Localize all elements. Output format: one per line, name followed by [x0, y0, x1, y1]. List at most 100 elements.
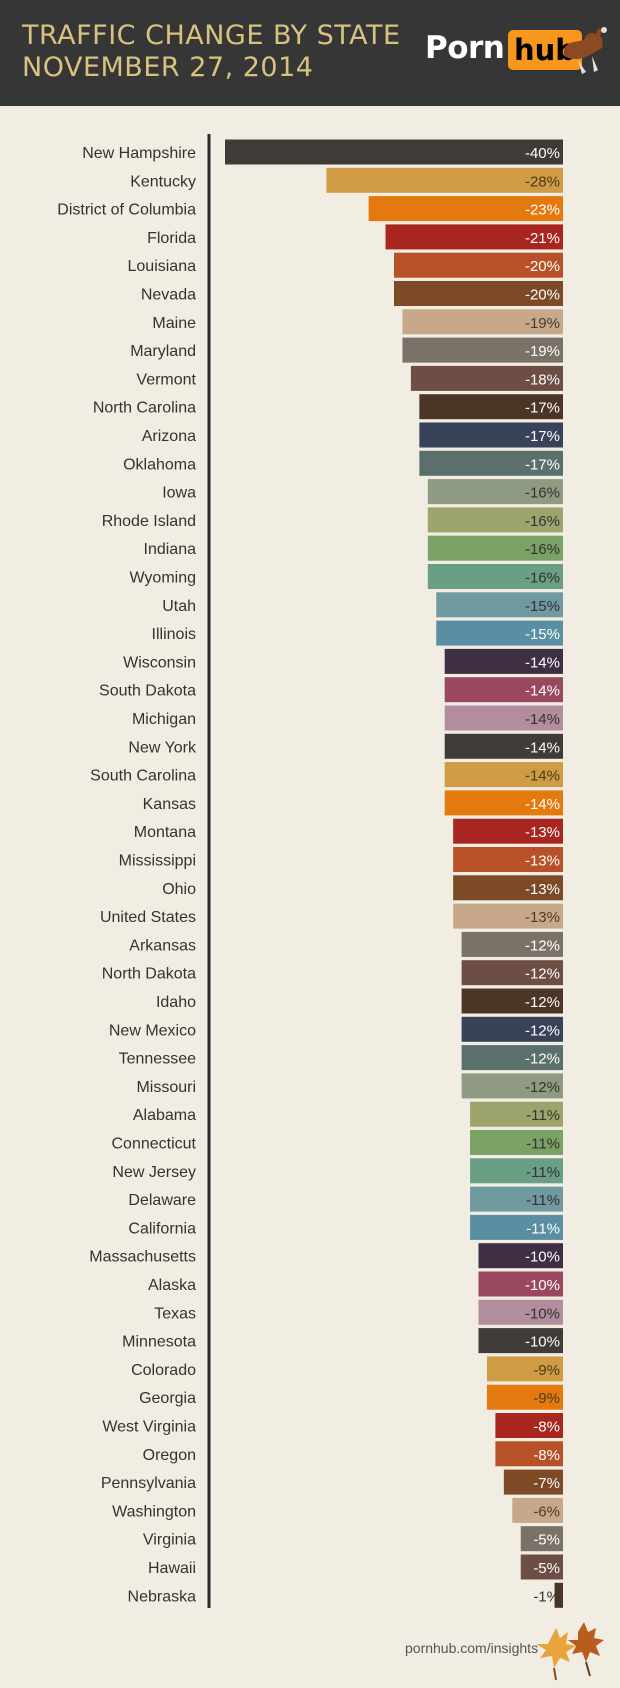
category-label: Iowa	[162, 485, 196, 502]
category-label: Kentucky	[130, 173, 196, 190]
category-label: North Dakota	[102, 966, 196, 983]
value-label: -12%	[525, 1051, 560, 1068]
category-label: Maryland	[130, 343, 196, 360]
category-label: Massachusetts	[89, 1249, 196, 1266]
value-label: -12%	[525, 937, 560, 954]
category-label: Illinois	[152, 626, 196, 643]
bar	[486, 1356, 563, 1382]
bar	[503, 1469, 563, 1495]
bar	[436, 592, 563, 618]
category-label: District of Columbia	[57, 202, 196, 219]
category-label: Alaska	[148, 1277, 196, 1294]
value-label: -21%	[525, 230, 560, 247]
value-label: -11%	[526, 1164, 560, 1181]
bar	[394, 281, 563, 306]
category-label: Delaware	[128, 1192, 196, 1209]
category-label: Wisconsin	[123, 654, 196, 671]
value-label: -11%	[526, 1107, 560, 1124]
value-label: -12%	[525, 966, 560, 983]
value-label: -16%	[525, 485, 560, 502]
bar	[402, 309, 563, 335]
value-label: -13%	[525, 824, 560, 841]
bar	[554, 1582, 563, 1608]
value-label: -13%	[525, 909, 560, 926]
value-label: -10%	[525, 1277, 560, 1294]
value-label: -14%	[525, 739, 560, 756]
category-label: Louisiana	[128, 258, 197, 275]
value-label: -14%	[525, 796, 560, 813]
bar	[470, 1158, 563, 1184]
value-label: -19%	[525, 315, 560, 332]
value-label: -8%	[533, 1447, 560, 1464]
category-label: Washington	[112, 1503, 196, 1520]
category-label: Michigan	[132, 711, 196, 728]
category-label: Tennessee	[119, 1051, 196, 1068]
bar	[495, 1441, 563, 1467]
value-label: -12%	[525, 1079, 560, 1096]
category-label: Florida	[147, 230, 196, 247]
category-label: New Jersey	[112, 1164, 196, 1181]
bar	[427, 564, 563, 589]
category-label: United States	[100, 909, 196, 926]
value-label: -18%	[525, 371, 560, 388]
bar	[495, 1413, 563, 1438]
bar	[225, 139, 563, 165]
category-label: California	[128, 1220, 196, 1237]
bar	[470, 1101, 563, 1127]
bar	[461, 1073, 563, 1099]
category-label: Wyoming	[129, 570, 196, 587]
bar	[326, 167, 563, 193]
category-label: Texas	[154, 1305, 196, 1322]
value-label: -14%	[525, 768, 560, 785]
header-bar: TRAFFIC CHANGE BY STATE NOVEMBER 27, 201…	[0, 0, 620, 106]
bar	[461, 960, 563, 986]
value-label: -8%	[533, 1419, 560, 1436]
value-label: -11%	[526, 1192, 560, 1209]
category-label: Oregon	[143, 1447, 196, 1464]
value-label: -13%	[525, 853, 560, 870]
category-label: New Mexico	[109, 1022, 196, 1039]
category-label: Hawaii	[148, 1560, 196, 1577]
value-label: -17%	[525, 400, 560, 417]
category-label: Georgia	[139, 1390, 196, 1407]
category-label: Minnesota	[122, 1334, 196, 1351]
value-label: -11%	[526, 1136, 560, 1153]
value-label: -12%	[525, 1022, 560, 1039]
category-label: Kansas	[143, 796, 196, 813]
source-credit[interactable]: pornhub.com/insights	[405, 1640, 539, 1656]
autumn-leaves-icon	[536, 1622, 604, 1681]
category-label: Vermont	[136, 371, 196, 388]
category-label: Nevada	[141, 287, 196, 304]
value-label: -15%	[525, 598, 560, 615]
category-label: Rhode Island	[102, 513, 196, 530]
bar	[427, 507, 563, 533]
category-label: Indiana	[144, 541, 197, 558]
value-label: -5%	[533, 1532, 560, 1549]
value-label: -11%	[526, 1220, 560, 1237]
bar	[520, 1554, 563, 1580]
value-label: -40%	[525, 145, 560, 162]
category-label: Idaho	[156, 994, 196, 1011]
bar	[427, 535, 563, 561]
bar	[461, 931, 563, 957]
page-title: TRAFFIC CHANGE BY STATE	[22, 20, 401, 51]
bar	[512, 1497, 563, 1523]
bar	[444, 648, 563, 674]
bar	[436, 620, 563, 646]
category-label: Colorado	[131, 1362, 196, 1379]
value-label: -20%	[525, 258, 560, 275]
value-label: -14%	[525, 654, 560, 671]
page-subtitle-date: NOVEMBER 27, 2014	[22, 52, 314, 83]
value-label: -10%	[525, 1334, 560, 1351]
category-label: Missouri	[136, 1079, 196, 1096]
bar	[419, 422, 563, 448]
category-label: Nebraska	[128, 1588, 197, 1605]
value-label: -5%	[533, 1560, 560, 1577]
bar	[402, 337, 563, 363]
value-label: -23%	[525, 202, 560, 219]
bar	[444, 762, 563, 788]
category-label: South Carolina	[90, 768, 196, 785]
bar	[394, 252, 563, 278]
category-label: Mississippi	[119, 853, 196, 870]
value-label: -7%	[533, 1475, 560, 1492]
